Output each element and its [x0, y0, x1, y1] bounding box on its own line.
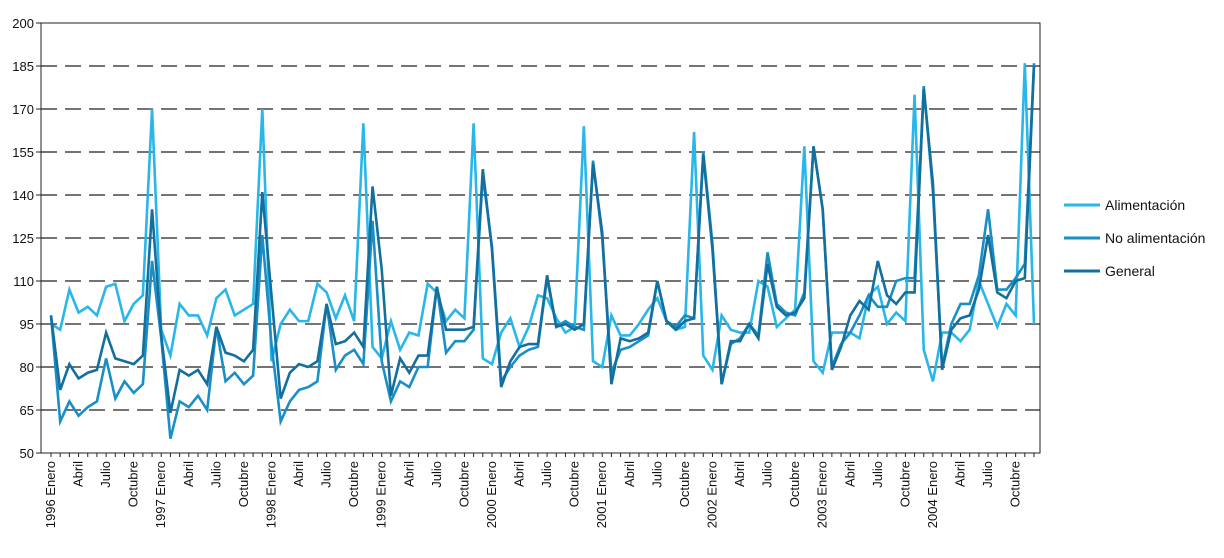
x-tick-label: Abril — [842, 461, 857, 487]
y-tick-label: 140 — [12, 188, 34, 203]
series-lines — [49, 63, 1036, 439]
x-tick-label: Octubre — [456, 461, 471, 507]
x-tick-label: Octubre — [346, 461, 361, 507]
x-tick-label: 1998 Enero — [263, 461, 278, 528]
x-tick-label: Abril — [512, 461, 527, 487]
x-tick-label: 2000 Enero — [484, 461, 499, 528]
x-tick-label: Julio — [98, 461, 113, 488]
y-tick-label: 200 — [12, 16, 34, 31]
axes: 50 65 80 95 110 125 140 155 170 185 200 1996 Enero A… — [12, 16, 1041, 528]
y-tick-label: 125 — [12, 231, 34, 246]
y-tick-label: 65 — [20, 403, 34, 418]
x-tick-label: 2001 Enero — [594, 461, 609, 528]
x-tick-label: Octubre — [677, 461, 692, 507]
x-tick-label: 2004 Enero — [925, 461, 940, 528]
x-tick-label: Abril — [71, 461, 86, 487]
x-tick-label: Julio — [870, 461, 885, 488]
x-tick-label: 2002 Enero — [704, 461, 719, 528]
x-tick-label: Octubre — [567, 461, 582, 507]
x-tick-label: Octubre — [1008, 461, 1023, 507]
gridlines — [41, 65, 1040, 411]
x-tick-label: Julio — [429, 461, 444, 488]
x-tick-label: Octubre — [787, 461, 802, 507]
y-tick-label: 80 — [20, 360, 34, 375]
x-tick-label: Abril — [291, 461, 306, 487]
y-tick-label: 170 — [12, 102, 34, 117]
x-tick-label: Abril — [732, 461, 747, 487]
x-tick-label: Abril — [622, 461, 637, 487]
x-tick-label: Julio — [980, 461, 995, 488]
series-line-2 — [49, 63, 1036, 439]
x-tick-label: 1996 Enero — [43, 461, 58, 528]
x-tick-label: Julio — [319, 461, 334, 488]
y-tick-label: 110 — [13, 274, 34, 289]
y-tick-label: 185 — [12, 59, 34, 74]
x-tick-label: Abril — [953, 461, 968, 487]
y-tick-label: 95 — [20, 317, 34, 332]
plot-frame — [40, 22, 1041, 454]
x-tick-label: Abril — [181, 461, 196, 487]
x-tick-label: 1999 Enero — [374, 461, 389, 528]
x-tick-label: Julio — [760, 461, 775, 488]
x-tick-label: Julio — [649, 461, 664, 488]
series-line-3 — [49, 65, 1036, 414]
x-tick-label: Octubre — [126, 461, 141, 507]
legend-label: General — [1105, 263, 1155, 279]
x-tick-label: 1997 Enero — [153, 461, 168, 528]
series-line-1 — [50, 63, 1036, 382]
x-tick-label: Julio — [539, 461, 554, 488]
y-tick-label: 155 — [12, 145, 34, 160]
x-tick-label: Octubre — [897, 461, 912, 507]
y-tick-label: 50 — [20, 446, 34, 461]
legend-label: No alimentación — [1105, 230, 1205, 246]
x-tick-label: Julio — [208, 461, 223, 488]
x-tick-label: 2003 Enero — [815, 461, 830, 528]
legend-label: Alimentación — [1105, 197, 1185, 213]
x-tick-label: Abril — [401, 461, 416, 487]
legend: Alimentación No alimentación General — [1064, 197, 1205, 279]
x-tick-label: Octubre — [236, 461, 251, 507]
